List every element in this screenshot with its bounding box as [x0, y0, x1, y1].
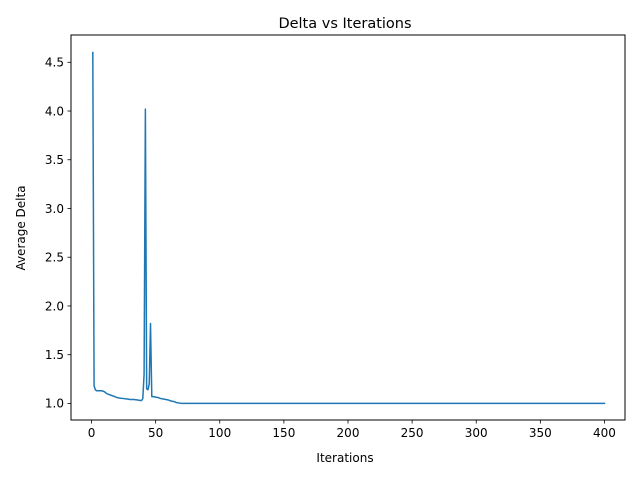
x-tick-label: 300 [465, 426, 488, 440]
y-axis-label: Average Delta [14, 185, 28, 270]
y-tick-label: 3.0 [45, 202, 64, 216]
series-line [92, 51, 606, 405]
x-tick-label: 50 [148, 426, 163, 440]
x-tick-label: 100 [208, 426, 231, 440]
x-axis: 0 50 100 150 200 250 300 350 400 [88, 420, 616, 440]
y-axis: 1.0 1.5 2.0 2.5 3.0 3.5 4.0 4.5 [45, 56, 71, 411]
axes-frame [70, 34, 626, 421]
y-tick-label: 1.0 [45, 397, 64, 411]
x-tick-label: 200 [337, 426, 360, 440]
y-tick-label: 4.0 [45, 104, 64, 118]
y-tick-label: 1.5 [45, 348, 64, 362]
x-axis-label: Iterations [316, 451, 373, 465]
y-tick-label: 2.0 [45, 299, 64, 313]
x-tick-label: 400 [593, 426, 616, 440]
y-tick-label: 4.5 [45, 56, 64, 70]
plot-area [70, 34, 626, 421]
chart-title: Delta vs Iterations [278, 16, 411, 32]
x-tick-label: 350 [529, 426, 552, 440]
x-tick-label: 0 [88, 426, 96, 440]
x-tick-label: 150 [272, 426, 295, 440]
y-tick-label: 3.5 [45, 153, 64, 167]
x-tick-label: 250 [401, 426, 424, 440]
y-tick-label: 2.5 [45, 251, 64, 265]
